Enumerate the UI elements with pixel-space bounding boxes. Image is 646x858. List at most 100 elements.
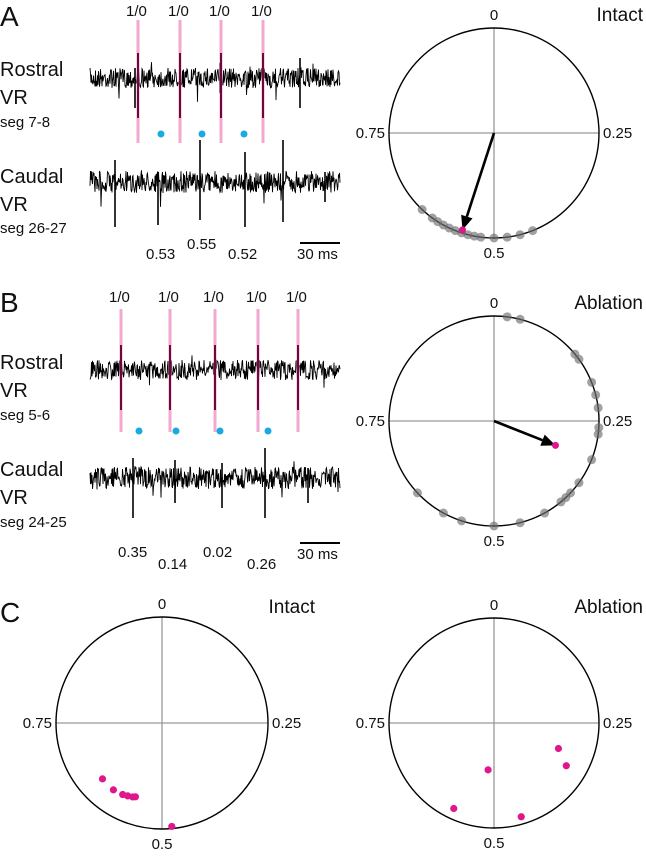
phase-point [438, 508, 448, 518]
phase-point [587, 377, 597, 387]
phase-point [412, 488, 422, 498]
caudal-trace [89, 461, 341, 498]
phase-point [562, 762, 570, 770]
phase-point [587, 455, 597, 465]
traces-a: 1/0 1/0 1/0 1/0 [89, 3, 341, 227]
phase-point [502, 232, 512, 242]
phase-dot [172, 427, 180, 435]
phase-point [540, 508, 550, 518]
phase-point [517, 813, 525, 821]
scale-bar-label: 30 ms [297, 246, 338, 263]
unit-circle [388, 617, 600, 829]
phase-point [450, 804, 458, 813]
caudal-seg-label: seg 24-25 [0, 514, 67, 531]
phase-point [515, 230, 525, 240]
phase-point [427, 213, 437, 223]
phase-point [593, 403, 603, 413]
rostral-vr-label: VR [0, 380, 28, 402]
ratio-label: 1/0 [251, 3, 272, 20]
ratio-label: 1/0 [286, 289, 307, 306]
phase-point [98, 775, 107, 783]
phase-point [556, 497, 566, 507]
tick-label-0: 0 [490, 597, 498, 614]
phase-dot [198, 130, 206, 138]
tick-label-0.5: 0.5 [484, 245, 505, 262]
rostral-vr-label: VR [0, 87, 28, 109]
ratio-label: 1/0 [168, 3, 189, 20]
phase-dot [216, 427, 224, 435]
phase-point [457, 516, 467, 526]
phase-point [574, 478, 584, 488]
tick-label-0.25: 0.25 [603, 715, 632, 732]
phase-value: 0.14 [158, 556, 187, 573]
ratio-label: 1/0 [203, 289, 224, 306]
ratio-label: 1/0 [109, 289, 130, 306]
tick-label-0.75: 0.75 [356, 413, 385, 430]
polar-plot-a: 0 0.5 0.75 0.25 Intact [356, 5, 644, 262]
phase-value: 0.35 [118, 544, 147, 561]
polar-plot-c-ablation: 0 0.5 0.75 0.25 Ablation [356, 597, 643, 852]
phase-point [515, 518, 525, 528]
phase-point [168, 822, 176, 831]
phase-dot [264, 427, 272, 435]
phase-point [502, 312, 512, 322]
tick-label-0.25: 0.25 [272, 715, 301, 732]
phase-point [515, 314, 525, 324]
phase-value: 0.02 [203, 544, 232, 561]
rostral-seg-label: seg 7-8 [0, 114, 50, 131]
phase-point [591, 390, 601, 400]
phase-point [528, 226, 538, 236]
phase-point [417, 205, 427, 215]
unit-circle [55, 616, 269, 830]
phase-value: 0.53 [146, 246, 175, 263]
rostral-seg-label: seg 5-6 [0, 407, 50, 424]
phase-value: 0.52 [228, 246, 257, 263]
tick-label-0: 0 [490, 295, 498, 312]
tick-label-0.5: 0.5 [484, 533, 505, 550]
caudal-seg-label: seg 26-27 [0, 220, 67, 237]
caudal-vr-label: VR [0, 487, 28, 509]
phase-dot [135, 427, 143, 435]
arrow-head [461, 214, 473, 230]
phase-point [594, 423, 604, 433]
rostral-label: Rostral [0, 59, 63, 81]
phase-point [484, 766, 492, 774]
plot-title: Intact [597, 5, 644, 26]
tick-label-0.75: 0.75 [23, 715, 52, 732]
mean-vector-arrow [493, 419, 543, 442]
phase-point [131, 793, 140, 801]
tick-label-0.75: 0.75 [356, 715, 385, 732]
tick-label-0.5: 0.5 [484, 835, 505, 852]
mean-vector-point [459, 226, 467, 234]
ratio-label: 1/0 [209, 3, 230, 20]
phase-point [554, 744, 563, 753]
tick-label-0: 0 [158, 596, 166, 613]
caudal-label: Caudal [0, 459, 63, 481]
phase-value: 0.55 [187, 236, 216, 253]
tick-label-0.25: 0.25 [603, 413, 632, 430]
phase-point [489, 233, 499, 243]
phase-dot [157, 130, 165, 138]
caudal-label: Caudal [0, 166, 63, 188]
plot-title: Ablation [574, 597, 643, 618]
scale-bar-label: 30 ms [297, 546, 338, 563]
tick-label-0: 0 [490, 7, 498, 24]
rostral-label: Rostral [0, 352, 63, 374]
phase-value: 0.26 [247, 556, 276, 573]
panel-label-b: B [0, 287, 19, 318]
traces-b: 1/0 1/0 1/0 1/0 1/0 [89, 289, 341, 518]
mean-vector-point [552, 441, 560, 449]
panel-label-a: A [0, 1, 19, 32]
phase-point [109, 786, 118, 794]
phase-dot [240, 130, 248, 138]
plot-title: Ablation [574, 293, 643, 314]
plot-title: Intact [269, 597, 316, 618]
polar-plot-c-intact: 0 0.5 0.75 0.25 Intact [23, 596, 316, 853]
tick-label-0.25: 0.25 [603, 125, 632, 142]
phase-point [574, 354, 584, 364]
arrow-head [540, 434, 556, 446]
ratio-label: 1/0 [246, 289, 267, 306]
caudal-vr-label: VR [0, 194, 28, 216]
